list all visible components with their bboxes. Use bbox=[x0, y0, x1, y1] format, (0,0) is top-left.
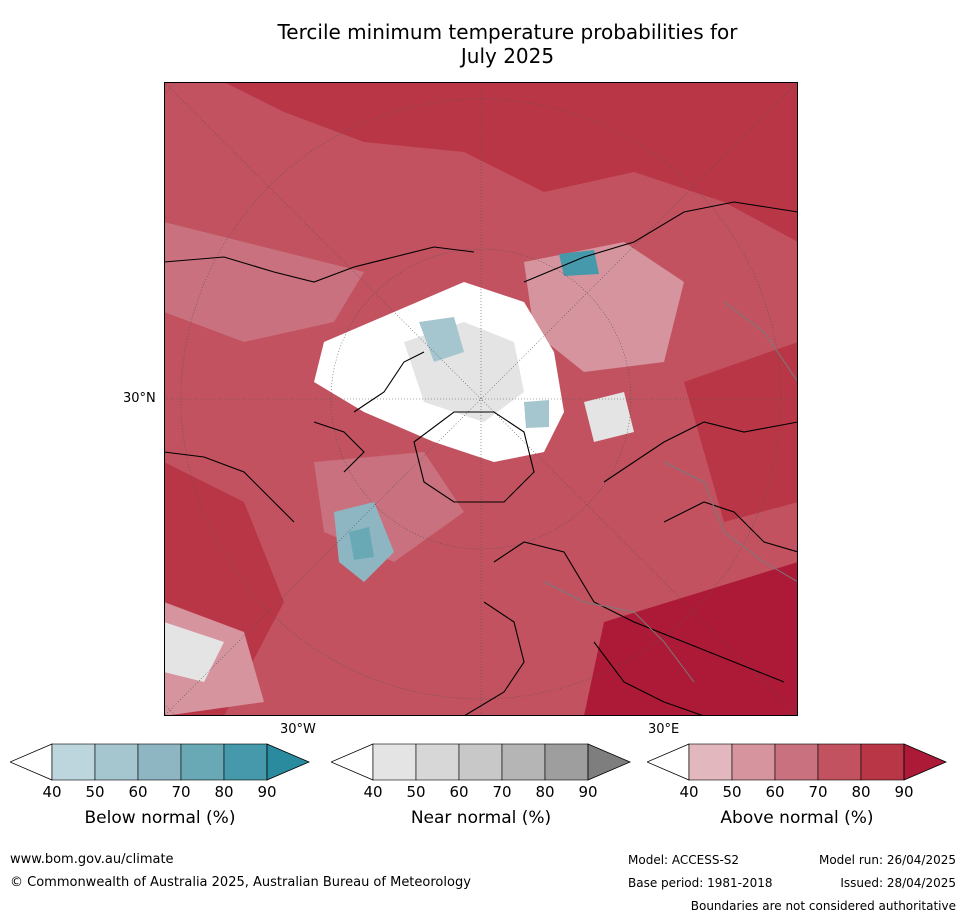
below-normal-colorbar bbox=[10, 743, 310, 781]
colorbar-segment bbox=[501, 743, 546, 781]
colorbar-extension-low bbox=[647, 743, 690, 781]
below-normal-label: Below normal (%) bbox=[84, 808, 236, 828]
colorbar-segment bbox=[731, 743, 776, 781]
disclaimer-text: Boundaries are not considered authoritat… bbox=[690, 899, 956, 913]
colorbar-tick-label: 90 bbox=[894, 783, 914, 801]
issued-text: Issued: 28/04/2025 bbox=[840, 876, 956, 890]
near-normal-colorbar bbox=[331, 743, 631, 781]
colorbar-extension-low bbox=[331, 743, 374, 781]
title-line-2: July 2025 bbox=[460, 44, 555, 68]
colorbar-tick-label: 90 bbox=[578, 783, 598, 801]
colorbar-segment bbox=[137, 743, 182, 781]
colorbar-tick-label: 50 bbox=[85, 783, 105, 801]
probability-map bbox=[164, 82, 798, 716]
near-normal-label: Near normal (%) bbox=[410, 808, 552, 828]
above-normal-label: Above normal (%) bbox=[720, 808, 874, 828]
colorbar-tick-label: 50 bbox=[722, 783, 742, 801]
colorbar-segment bbox=[544, 743, 589, 781]
colorbar-tick-label: 70 bbox=[492, 783, 512, 801]
colorbar-tick-label: 50 bbox=[406, 783, 426, 801]
colorbar-tick-label: 60 bbox=[765, 783, 785, 801]
model-text: Model: ACCESS-S2 bbox=[628, 853, 740, 867]
colorbar-extension-high bbox=[903, 743, 947, 781]
colorbar-segment bbox=[458, 743, 503, 781]
copyright-text: © Commonwealth of Australia 2025, Austra… bbox=[10, 875, 471, 890]
colorbar-segment bbox=[817, 743, 862, 781]
colorbar-tick-label: 40 bbox=[42, 783, 62, 801]
colorbar-tick-label: 90 bbox=[257, 783, 277, 801]
colorbar-segment bbox=[51, 743, 96, 781]
colorbar-tick-label: 80 bbox=[535, 783, 555, 801]
title-line-1: Tercile minimum temperature probabilitie… bbox=[277, 20, 738, 44]
colorbar-segment bbox=[180, 743, 225, 781]
colorbar-tick-label: 40 bbox=[363, 783, 383, 801]
colorbar-segment bbox=[223, 743, 268, 781]
above-normal-colorbar bbox=[647, 743, 947, 781]
longitude-label-east: 30°E bbox=[648, 722, 680, 737]
colorbar-segment bbox=[860, 743, 905, 781]
map-title: Tercile minimum temperature probabilitie… bbox=[0, 20, 965, 68]
colorbar-tick-label: 80 bbox=[214, 783, 234, 801]
colorbar-segment bbox=[372, 743, 417, 781]
colorbar-tick-label: 60 bbox=[128, 783, 148, 801]
colorbar-segment bbox=[774, 743, 819, 781]
colorbar-extension-high bbox=[587, 743, 631, 781]
colorbar-extension-low bbox=[10, 743, 53, 781]
base-period-text: Base period: 1981-2018 bbox=[628, 876, 773, 890]
website-text: www.bom.gov.au/climate bbox=[10, 852, 174, 867]
latitude-label: 30°N bbox=[123, 391, 156, 406]
model-run-text: Model run: 26/04/2025 bbox=[818, 853, 956, 867]
colorbar-segment bbox=[688, 743, 733, 781]
colorbar-extension-high bbox=[266, 743, 310, 781]
colorbar-tick-label: 60 bbox=[449, 783, 469, 801]
colorbar-tick-label: 40 bbox=[679, 783, 699, 801]
longitude-label-west: 30°W bbox=[280, 722, 316, 737]
colorbar-segment bbox=[94, 743, 139, 781]
colorbar-tick-label: 80 bbox=[851, 783, 871, 801]
colorbar-tick-label: 70 bbox=[171, 783, 191, 801]
colorbar-tick-label: 70 bbox=[808, 783, 828, 801]
colorbar-segment bbox=[415, 743, 460, 781]
